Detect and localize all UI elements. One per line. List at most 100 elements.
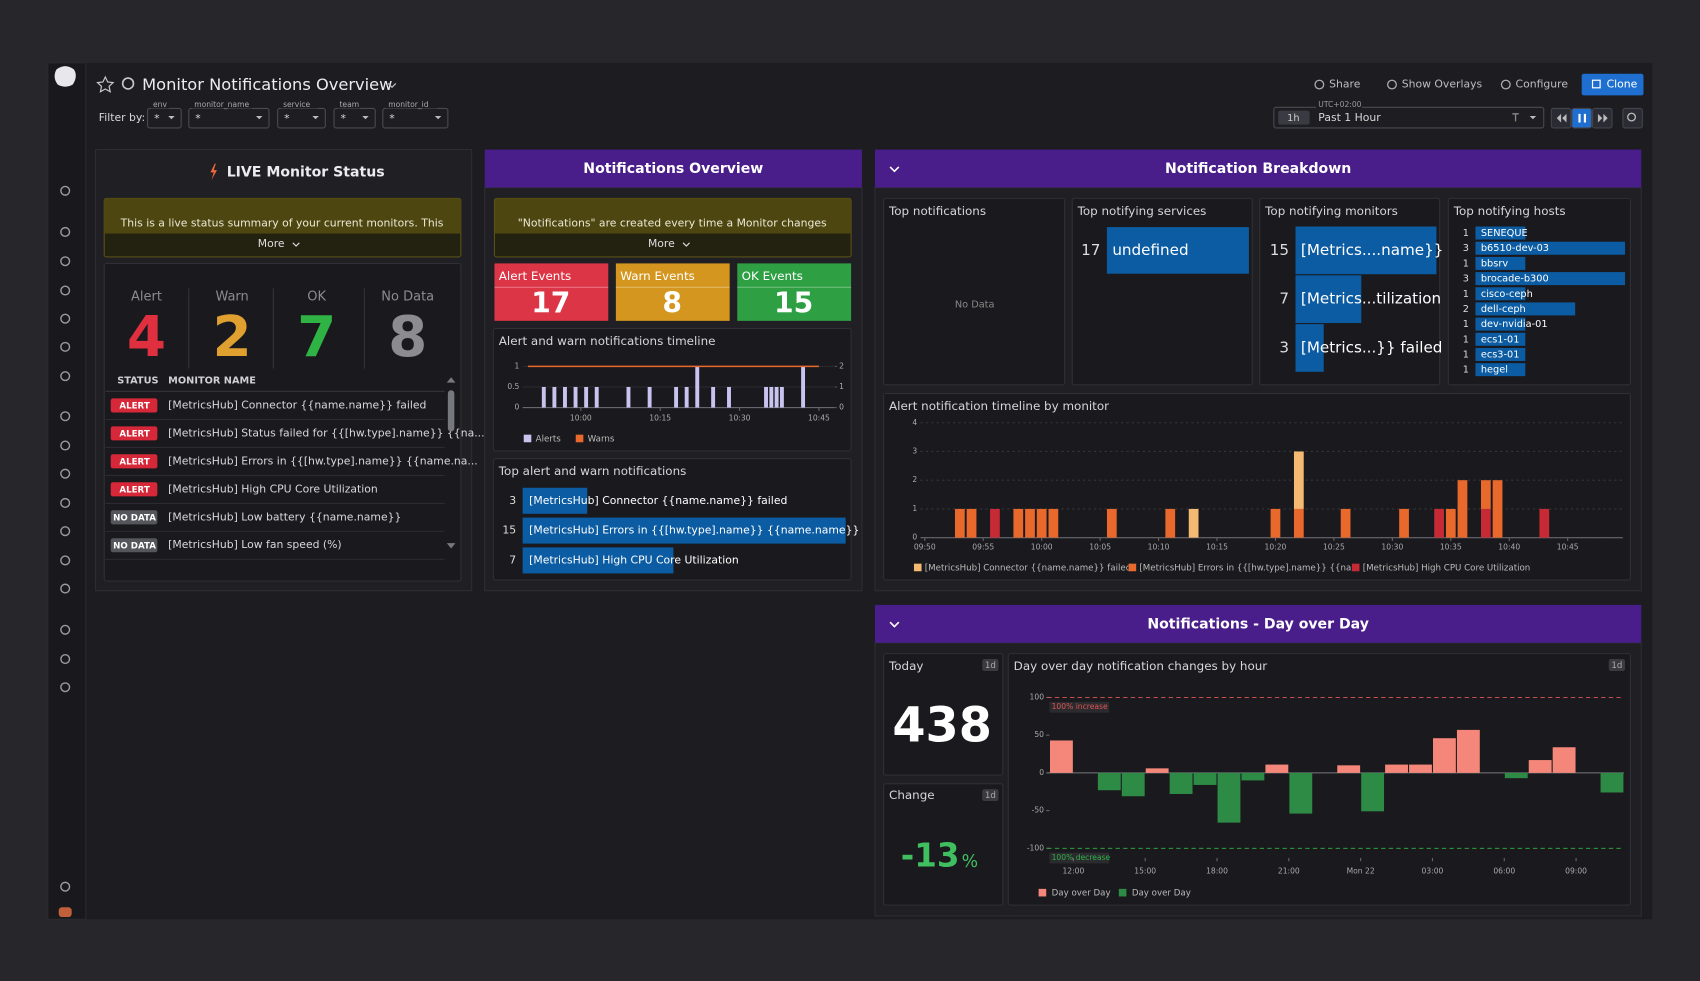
monitor-name[interactable]: [MetricsHub] Connector {{name.name}} fai… xyxy=(168,398,426,411)
monitor-name[interactable]: [MetricsHub] Low fan speed (%) xyxy=(168,538,341,551)
event-box xyxy=(494,263,609,321)
bar xyxy=(1361,772,1385,812)
bar xyxy=(1539,508,1550,538)
widget xyxy=(103,262,462,582)
bar xyxy=(1337,765,1361,773)
nav-icon[interactable] xyxy=(60,654,71,665)
action-icon xyxy=(1314,79,1325,90)
x-tick-label: 09:00 xyxy=(1565,867,1587,876)
y-tick-label: 1 xyxy=(515,361,520,370)
scrollbar-thumb[interactable] xyxy=(447,390,455,432)
badge: 1d xyxy=(1611,661,1622,671)
column-header: STATUS xyxy=(117,375,158,386)
monitor-name[interactable]: [MetricsHub] Low battery {{name.name}} xyxy=(168,510,401,523)
nav-icon[interactable] xyxy=(60,624,71,635)
star-icon[interactable] xyxy=(96,75,115,93)
monitor-name[interactable]: [MetricsHub] Errors in {{[hw.type].name}… xyxy=(168,454,478,467)
time-control[interactable] xyxy=(1591,107,1613,129)
action-button[interactable]: Show Overlays xyxy=(1402,78,1483,91)
x-tick-label: Mon 22 xyxy=(1347,867,1375,876)
category-label: [Metrics...}} failed xyxy=(1301,338,1442,356)
category-label: cisco-ceph xyxy=(1481,289,1533,300)
value-label: 7 xyxy=(509,553,516,566)
category-label: ecs3-01 xyxy=(1481,349,1520,360)
bar xyxy=(1434,508,1444,538)
legend-label: Day over Day xyxy=(1052,889,1111,899)
change-unit: % xyxy=(962,852,978,872)
action-button[interactable]: Clone xyxy=(1607,78,1638,91)
bar xyxy=(1193,772,1217,785)
collapse-chevron[interactable] xyxy=(889,621,900,628)
time-control[interactable] xyxy=(1571,107,1592,129)
action-button[interactable]: Share xyxy=(1329,78,1361,91)
more-link[interactable]: More xyxy=(648,237,675,250)
nav-icon[interactable] xyxy=(60,682,71,693)
value-label: 15 xyxy=(1270,241,1289,259)
sidebar xyxy=(47,62,87,920)
bar xyxy=(1265,764,1289,773)
nav-icon[interactable] xyxy=(60,555,71,566)
time-control[interactable] xyxy=(1550,107,1572,129)
bar xyxy=(801,366,806,408)
nav-icon[interactable] xyxy=(60,468,71,479)
y-tick-label: -100 xyxy=(1027,843,1044,852)
nav-icon[interactable] xyxy=(60,526,71,537)
value-label: 1 xyxy=(1463,319,1469,330)
nav-icon[interactable] xyxy=(60,371,71,382)
filter-name: team xyxy=(339,100,359,109)
monitor-name[interactable]: [MetricsHub] Status failed for {{[hw.typ… xyxy=(168,426,484,439)
monitor-name[interactable]: [MetricsHub] High CPU Core Utilization xyxy=(168,482,378,495)
nav-icon[interactable] xyxy=(60,341,71,352)
x-tick-label: 10:30 xyxy=(729,413,751,422)
filter-box[interactable] xyxy=(188,107,270,129)
nav-icon[interactable] xyxy=(60,497,71,509)
bar xyxy=(727,386,731,408)
rewind-icon xyxy=(1556,113,1567,123)
count-value: 8 xyxy=(388,305,427,370)
nav-icon[interactable] xyxy=(60,411,71,422)
nav-icon[interactable] xyxy=(60,256,71,267)
nav-icon[interactable] xyxy=(60,313,71,324)
bar xyxy=(1475,272,1626,286)
collapse-chevron[interactable] xyxy=(889,166,900,173)
legend-swatch xyxy=(523,434,532,443)
widget-title: Top alert and warn notifications xyxy=(498,464,687,478)
bar xyxy=(1475,317,1526,331)
bar xyxy=(774,386,779,408)
nav-icon[interactable] xyxy=(60,881,71,892)
time-picker[interactable] xyxy=(1273,106,1545,129)
bar xyxy=(1036,508,1047,538)
bar xyxy=(1492,480,1503,538)
x-tick-label: 10:40 xyxy=(1498,542,1520,551)
bar xyxy=(954,508,965,538)
filter-name-bg xyxy=(192,101,253,109)
nav-icon[interactable] xyxy=(60,185,71,196)
filter-caret xyxy=(434,115,442,120)
filter-label: Filter by: xyxy=(99,111,145,124)
nav-icon[interactable] xyxy=(60,285,71,296)
filter-box[interactable] xyxy=(147,107,182,129)
action-icon xyxy=(1387,79,1397,90)
legend-label: Warns xyxy=(588,435,615,445)
section-header xyxy=(484,149,862,188)
bar xyxy=(684,386,689,408)
clone-icon xyxy=(1591,79,1601,89)
bar xyxy=(1293,508,1304,538)
nav-icon[interactable] xyxy=(60,440,71,451)
clone-button[interactable] xyxy=(1581,73,1644,96)
nav-icon[interactable] xyxy=(60,226,71,238)
status-badge xyxy=(110,510,158,525)
reference-label: 100% increase xyxy=(1052,702,1108,711)
category-label: [MetricsHub] Connector {{name.name}} fai… xyxy=(529,494,787,507)
nav-icon[interactable] xyxy=(60,583,71,594)
legend-swatch xyxy=(1128,563,1137,572)
y-tick-label: 50 xyxy=(1034,730,1044,739)
action-button[interactable]: Configure xyxy=(1516,78,1569,91)
more-link[interactable]: More xyxy=(258,237,285,250)
more-caret xyxy=(292,242,300,247)
nav-avatar[interactable] xyxy=(58,907,72,918)
badge: 1d xyxy=(985,791,996,801)
logo[interactable] xyxy=(54,66,76,87)
time-control[interactable] xyxy=(1622,107,1643,129)
note-text: This is a live status summary of your cu… xyxy=(120,216,444,229)
